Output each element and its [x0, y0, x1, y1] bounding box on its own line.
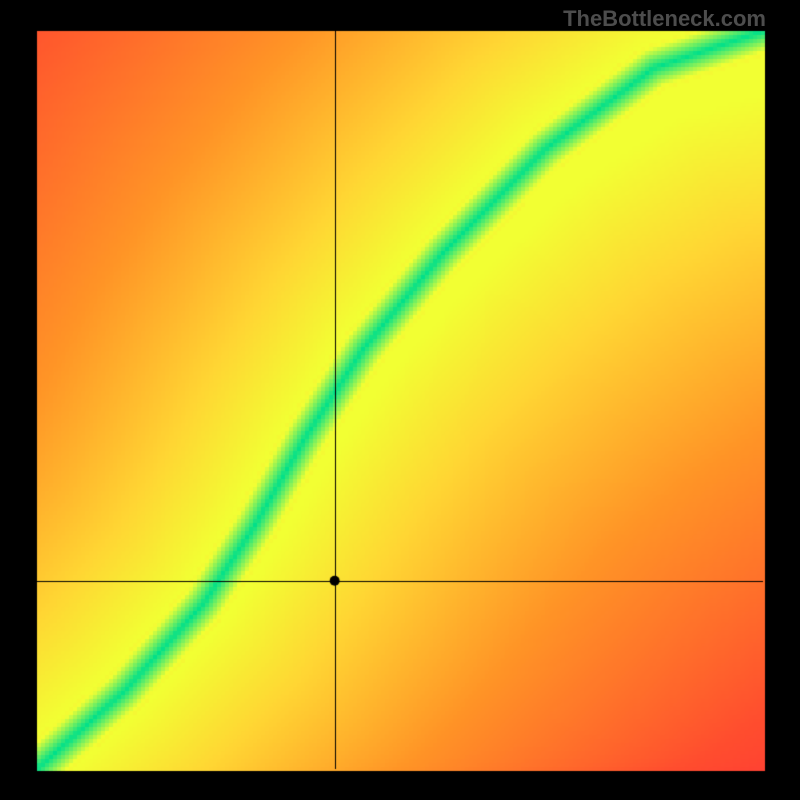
- watermark-text: TheBottleneck.com: [563, 6, 766, 32]
- chart-container: TheBottleneck.com: [0, 0, 800, 800]
- heatmap-canvas: [0, 0, 800, 800]
